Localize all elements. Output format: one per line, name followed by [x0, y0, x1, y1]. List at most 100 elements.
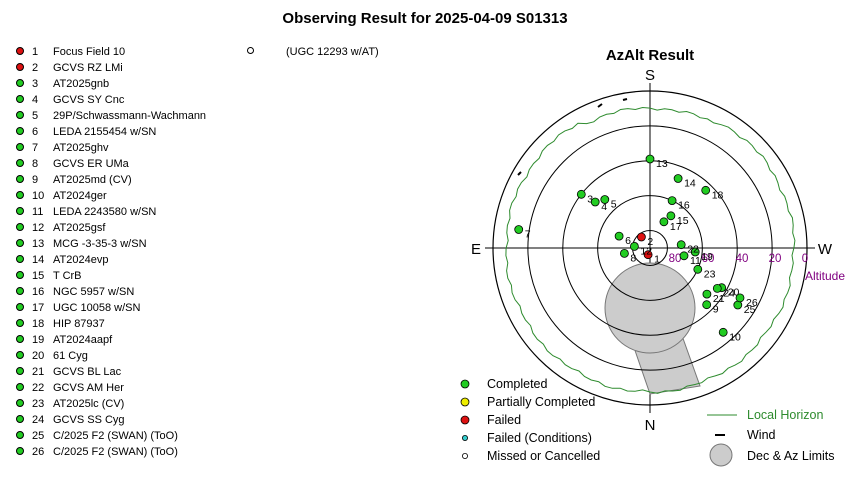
point-label-16: 16: [678, 200, 690, 212]
status-dot: [16, 127, 24, 135]
target-name: GCVS BL Lac: [53, 366, 122, 378]
legend-failed_conditions-label: Failed (Conditions): [487, 431, 592, 445]
point-6: [614, 231, 624, 241]
point-label-3: 3: [587, 193, 593, 205]
point-label-12: 12: [640, 245, 652, 257]
target-number: 4: [32, 94, 39, 106]
legend-completed-marker: [460, 379, 470, 389]
target-number: 2: [32, 62, 39, 74]
target-number: 25: [32, 430, 45, 442]
point-5: [600, 195, 610, 204]
point-10: [718, 327, 728, 337]
horizon-ring: [492, 90, 808, 406]
point-15: [666, 211, 676, 221]
status-dot: [16, 239, 24, 247]
legend-failed-marker: [460, 415, 470, 425]
point-13: [645, 154, 655, 164]
status-dot: [16, 95, 24, 103]
target-number: 13: [32, 238, 45, 250]
point-21: [702, 289, 712, 299]
status-dot: [16, 207, 24, 215]
altitude-axis-label: Altitude: [805, 269, 845, 283]
point-label-21: 21: [713, 293, 725, 305]
legend-failed-label: Failed: [487, 413, 521, 427]
point-18: [701, 185, 711, 195]
point-label-11: 11: [690, 255, 701, 267]
point-12: [630, 241, 639, 251]
point-label-4: 4: [601, 201, 607, 213]
direction-right: W: [818, 241, 833, 258]
target-name: 61 Cyg: [53, 350, 88, 362]
point-16: [667, 196, 677, 206]
point-label-19: 19: [701, 251, 713, 263]
target-name: HIP 87937: [53, 318, 105, 330]
target-name: MCG -3-35-3 w/SN: [53, 238, 147, 250]
local-horizon-line: [505, 106, 796, 394]
point-1: [643, 250, 653, 260]
target-name: AT2025lc (CV): [53, 398, 125, 410]
status-dot: [16, 223, 24, 231]
status-dot: [16, 63, 24, 71]
legend-completed-label: Completed: [487, 377, 547, 391]
altitude-tick-label: 20: [769, 253, 782, 265]
status-dot: [16, 159, 24, 167]
missed-target-label: (UGC 12293 w/AT): [286, 46, 379, 58]
direction-top: S: [645, 67, 655, 84]
point-label-26: 26: [746, 297, 758, 309]
target-name: AT2025gnb: [53, 78, 110, 90]
target-number: 19: [32, 334, 45, 346]
point-2: [637, 232, 646, 242]
target-name: GCVS RZ LMi: [53, 62, 123, 74]
target-name: AT2025gsf: [53, 222, 106, 234]
status-dot: [16, 367, 24, 375]
point-label-17: 17: [670, 221, 682, 233]
legend-wind-label: Wind: [747, 428, 776, 442]
status-dot: [16, 319, 24, 327]
altitude-ring: [597, 195, 703, 301]
point-label-9: 9: [713, 304, 719, 316]
target-name: AT2024aapf: [53, 334, 113, 346]
target-number: 15: [32, 270, 45, 282]
point-label-15: 15: [677, 215, 689, 227]
legend-partial-label: Partially Completed: [487, 395, 595, 409]
status-dot: [16, 415, 24, 423]
direction-left: E: [471, 241, 481, 258]
target-name: AT2025md (CV): [53, 174, 132, 186]
point-label-1: 1: [654, 254, 660, 266]
point-label-8: 8: [630, 252, 636, 264]
target-number: 16: [32, 286, 45, 298]
status-dot: [16, 399, 24, 407]
target-number: 26: [32, 446, 45, 458]
point-label-20: 20: [728, 287, 740, 299]
status-dot: [16, 431, 24, 439]
point-7: [514, 225, 524, 234]
target-name: UGC 10058 w/SN: [53, 302, 141, 314]
point-19: [690, 247, 700, 257]
point-23: [693, 264, 703, 274]
status-dot: [16, 447, 24, 455]
target-number: 12: [32, 222, 45, 234]
point-label-14: 14: [684, 178, 696, 190]
target-number: 22: [32, 382, 45, 394]
point-14: [673, 174, 683, 183]
missed-marker: [247, 47, 254, 54]
status-dot: [16, 79, 24, 87]
status-dot: [16, 175, 24, 183]
target-name: LEDA 2243580 w/SN: [53, 206, 157, 218]
chart-title: AzAlt Result: [606, 47, 694, 64]
point-label-2: 2: [647, 236, 653, 248]
legend-horizon-label: Local Horizon: [747, 408, 823, 422]
status-dot: [16, 303, 24, 311]
target-name: Focus Field 10: [53, 46, 126, 58]
target-name: AT2024ger: [53, 190, 107, 202]
target-number: 10: [32, 190, 45, 202]
point-8: [620, 248, 629, 258]
target-number: 14: [32, 254, 45, 266]
target-name: 29P/Schwassmann-Wachmann: [53, 110, 207, 122]
point-26: [735, 293, 745, 303]
legend-limits-label: Dec & Az Limits: [747, 449, 835, 463]
wind-mark: [597, 103, 603, 108]
target-number: 24: [32, 414, 45, 426]
target-number: 17: [32, 302, 45, 314]
wind-mark: [517, 171, 522, 176]
